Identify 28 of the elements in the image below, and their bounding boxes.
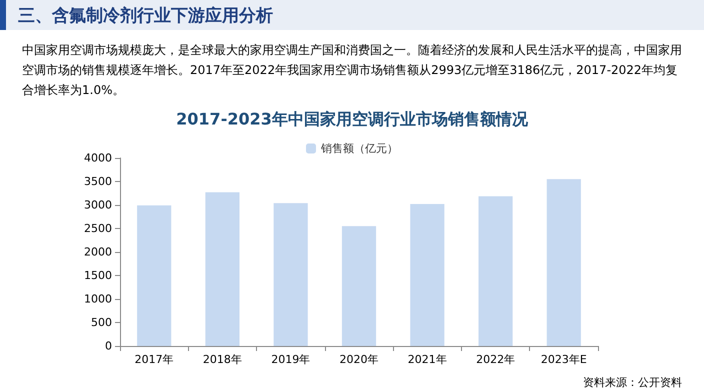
bar — [205, 192, 240, 346]
x-tick-label: 2022年 — [476, 353, 516, 366]
chart-title: 2017-2023年中国家用空调行业市场销售额情况 — [176, 110, 529, 128]
x-tick-label: 2021年 — [408, 353, 447, 366]
x-tick-label: 2019年 — [271, 353, 310, 366]
text: 中国家用空调市场规模庞大，是全球最大的家用空调生产国和消费国之一。随着经济的发展和人民生活水平的提高，中国家用空调市场的销售规模逐年增长。2017年至2022年我国家用空调市场销售额从2993亿元增至3186亿元，2017-2022年均复合增长率为1.0%。 — [22, 42, 683, 99]
x-tick-label: 2023年E — [540, 353, 587, 366]
bar — [137, 205, 172, 346]
bar — [342, 226, 376, 346]
legend-label: 销售额（亿元） — [320, 142, 398, 155]
y-tick-label: 3500 — [84, 175, 112, 188]
y-tick-label: 500 — [91, 316, 112, 329]
bar — [478, 196, 513, 346]
y-tick-label: 2000 — [84, 246, 112, 258]
bar — [274, 203, 308, 346]
bar — [546, 179, 581, 346]
y-tick-label: 1000 — [84, 292, 112, 306]
y-tick-label: 3000 — [84, 198, 112, 212]
text: 资料来源：公开资料 — [583, 375, 682, 390]
y-tick-label: 4000 — [84, 152, 112, 164]
x-tick-label: 2020年 — [340, 353, 378, 366]
bar — [410, 204, 444, 346]
x-tick-label: 2017年 — [134, 353, 174, 366]
y-tick-label: 2500 — [84, 222, 112, 235]
y-tick-label: 1500 — [84, 269, 112, 282]
x-tick-label: 2018年 — [202, 353, 242, 366]
text: 三、含氟制冷剂行业下游应用分析 — [0, 0, 704, 30]
y-tick-label: 0 — [105, 340, 112, 352]
